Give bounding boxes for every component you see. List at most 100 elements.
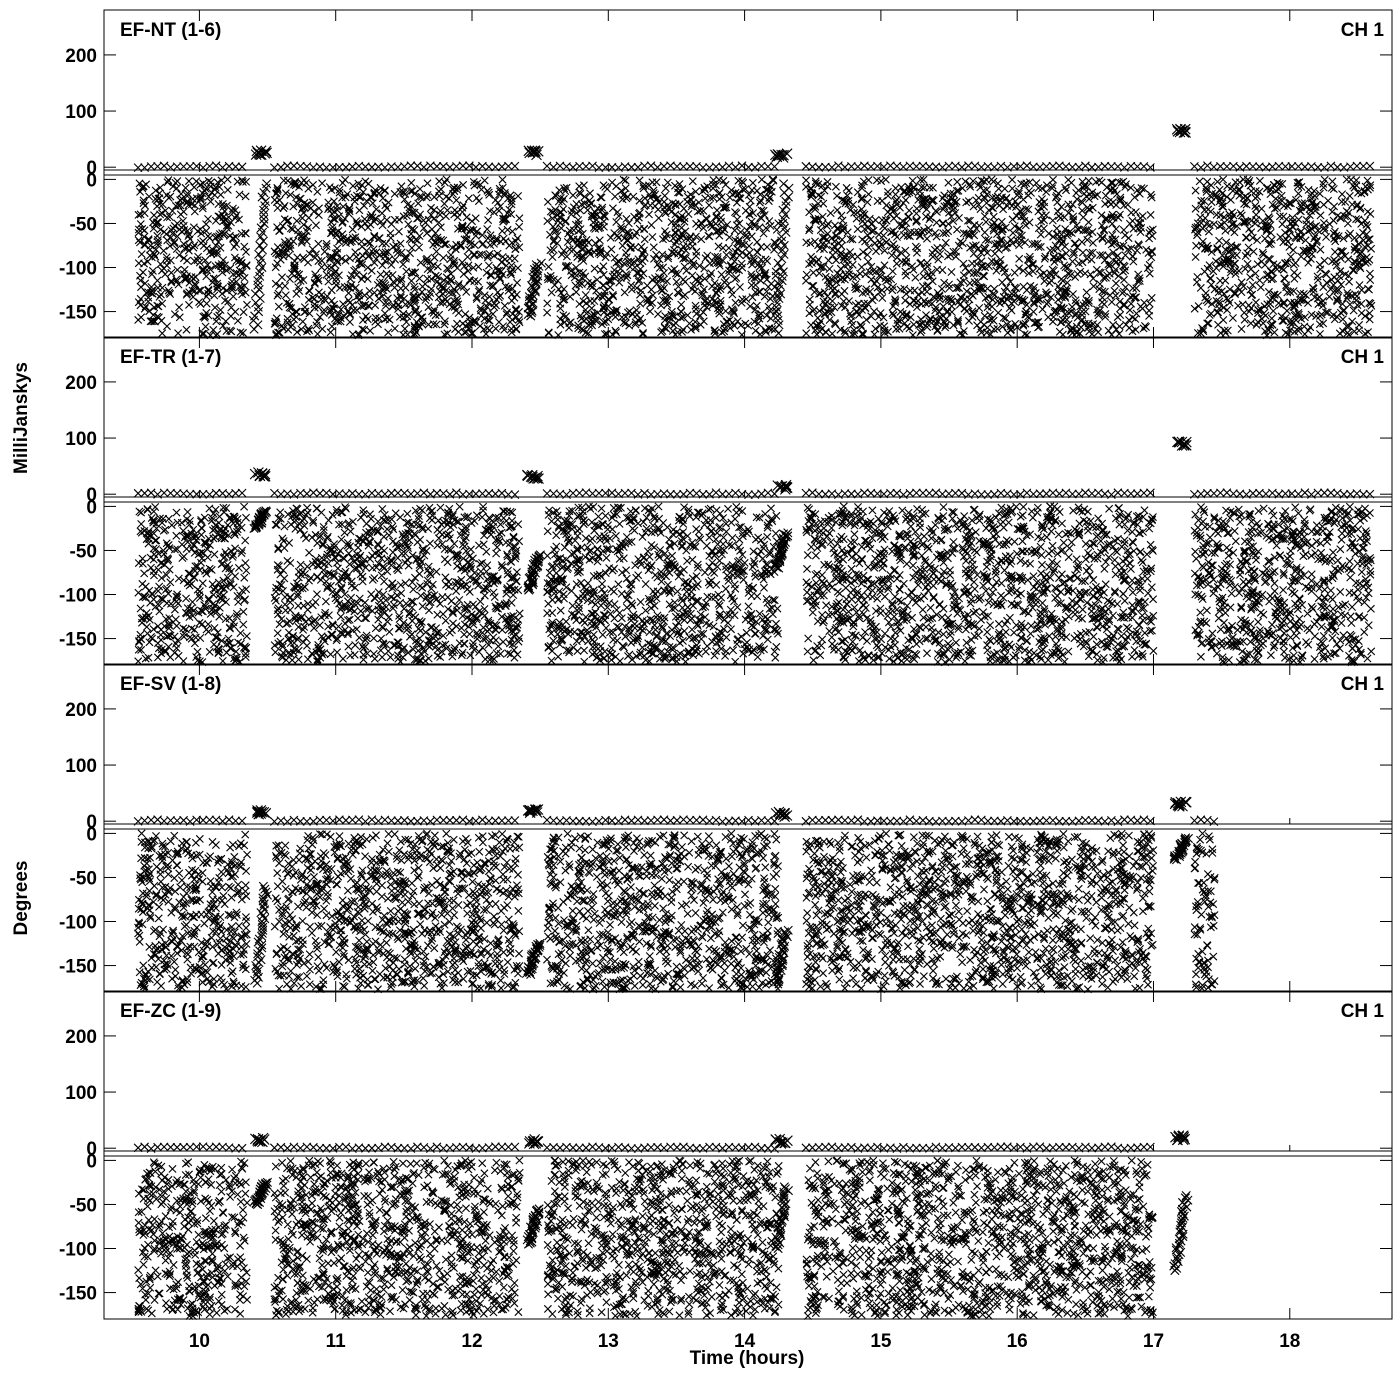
phase-point <box>577 207 584 214</box>
amplitude-point <box>1133 163 1141 171</box>
phase-point <box>206 648 213 655</box>
phase-point <box>587 200 594 207</box>
phase-point <box>1083 289 1090 296</box>
phase-point <box>1133 285 1140 292</box>
phase-point <box>135 637 142 644</box>
calibrator-phase-point <box>260 219 268 227</box>
phase-point <box>157 261 164 268</box>
phase-point <box>1227 196 1234 203</box>
phase-point <box>1365 286 1372 293</box>
phase-point <box>385 329 392 336</box>
phase-point <box>507 269 514 276</box>
phase-point <box>190 224 197 231</box>
phase-point <box>825 220 832 227</box>
phase-point <box>1057 319 1064 326</box>
phase-point <box>345 297 352 304</box>
phase-point <box>1343 176 1350 183</box>
phase-point <box>305 287 312 294</box>
phase-point <box>1049 176 1056 183</box>
phase-point <box>427 204 434 211</box>
phase-point <box>1114 314 1121 321</box>
phase-point <box>475 263 482 270</box>
amplitude-point <box>589 162 597 170</box>
phase-point <box>173 532 180 539</box>
phase-point <box>903 258 910 265</box>
phase-point <box>646 308 653 315</box>
phase-point <box>241 243 248 250</box>
phase-point <box>838 291 845 298</box>
phase-point <box>1268 315 1275 322</box>
calibrator-phase-point <box>778 237 786 245</box>
phase-point <box>466 276 473 283</box>
phase-point <box>381 187 388 194</box>
phase-point <box>1211 286 1218 293</box>
phase-point <box>280 205 287 212</box>
phase-point <box>243 633 250 640</box>
phase-point <box>154 277 161 284</box>
phase-point <box>1349 267 1356 274</box>
phase-point <box>243 567 250 574</box>
phase-point <box>1245 302 1252 309</box>
phase-point <box>732 299 739 306</box>
phase-point <box>1193 242 1200 249</box>
y-tick-label-phase: -100 <box>59 259 97 280</box>
phase-point <box>1204 320 1211 327</box>
phase-point <box>845 187 852 194</box>
y-tick-label-phase: -50 <box>70 541 97 562</box>
phase-point <box>1252 299 1259 306</box>
phase-point <box>747 197 754 204</box>
phase-point <box>144 505 151 512</box>
phase-point <box>346 318 353 325</box>
phase-point <box>147 564 154 571</box>
phase-point <box>748 282 755 289</box>
phase-point <box>1334 212 1341 219</box>
phase-point <box>1254 261 1261 268</box>
phase-point <box>1224 306 1231 313</box>
phase-point <box>328 219 335 226</box>
phase-point <box>463 214 470 221</box>
phase-point <box>1131 194 1138 201</box>
phase-point <box>205 233 212 240</box>
phase-point <box>167 654 174 661</box>
phase-point <box>984 285 991 292</box>
phase-point <box>1132 208 1139 215</box>
phase-point <box>864 232 871 239</box>
phase-point <box>150 596 157 603</box>
y-tick-label-phase: -50 <box>70 214 97 235</box>
phase-point <box>963 199 970 206</box>
phase-point <box>1039 306 1046 313</box>
phase-point <box>1222 277 1229 284</box>
phase-point <box>600 263 607 270</box>
phase-point <box>345 290 352 297</box>
phase-point <box>702 195 709 202</box>
phase-point <box>753 187 760 194</box>
phase-point <box>433 248 440 255</box>
phase-point <box>1192 253 1199 260</box>
phase-point <box>396 216 403 223</box>
phase-point <box>902 197 909 204</box>
phase-point <box>913 210 920 217</box>
phase-point <box>880 314 887 321</box>
phase-point <box>430 215 437 222</box>
phase-point <box>692 288 699 295</box>
phase-point <box>1099 235 1106 242</box>
phase-point <box>736 252 743 259</box>
phase-point <box>1235 302 1242 309</box>
phase-point <box>545 329 552 336</box>
phase-point <box>201 514 208 521</box>
phase-point <box>328 287 335 294</box>
phase-point <box>591 297 598 304</box>
phase-point <box>953 226 960 233</box>
phase-point <box>880 232 887 239</box>
phase-point <box>138 251 145 258</box>
phase-point <box>1226 299 1233 306</box>
phase-point <box>1290 261 1297 268</box>
phase-point <box>203 570 210 577</box>
phase-point <box>1009 185 1016 192</box>
phase-point <box>1129 285 1136 292</box>
phase-point <box>294 329 301 336</box>
y-tick-label-amplitude: 200 <box>65 373 97 394</box>
phase-point <box>1229 314 1236 321</box>
phase-point <box>1252 195 1259 202</box>
